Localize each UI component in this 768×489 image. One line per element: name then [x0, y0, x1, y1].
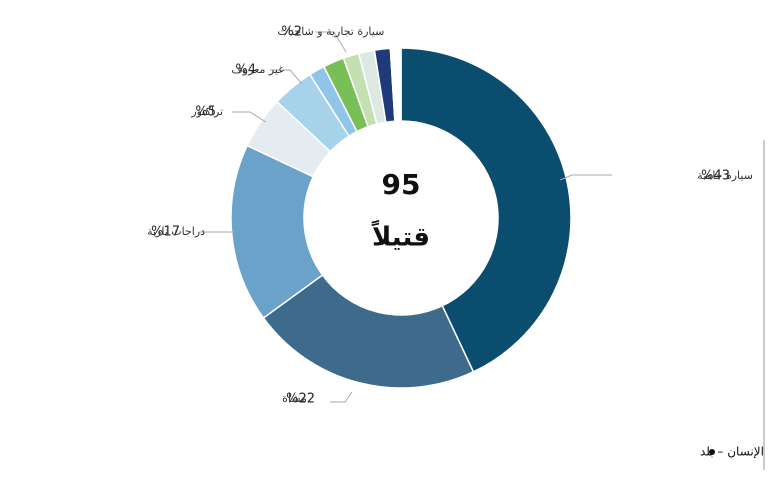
category-label: غير معروف [231, 63, 284, 76]
category-label: سيارة خاصة [697, 169, 753, 182]
leader-line [559, 174, 612, 181]
source-note: المصدر : منظمة أطباء من أجل حقوق الإنسان… [700, 444, 768, 460]
data-label: %22 [286, 392, 315, 407]
leader-line [270, 69, 303, 85]
donut-slice [400, 47, 572, 373]
donut-slice [389, 47, 402, 122]
leader-line [315, 31, 347, 53]
leader-line [232, 111, 267, 123]
category-label: مشاة [282, 392, 307, 405]
data-label: %4 [235, 63, 256, 78]
data-label: %17 [151, 225, 180, 240]
category-label: تراكتور [190, 105, 223, 118]
data-label: %2 [281, 25, 302, 40]
center-subtitle: قتيلاً [371, 220, 430, 253]
data-label: %43 [701, 169, 730, 184]
donut-slice [262, 273, 475, 389]
category-label: دراجات نارية [147, 225, 205, 238]
leader-line [330, 391, 353, 403]
category-label: سيارة تجارية و شاحنات [277, 25, 384, 38]
center-title: 95 [382, 168, 421, 201]
bullet [709, 449, 715, 455]
data-label: %5 [195, 105, 216, 120]
